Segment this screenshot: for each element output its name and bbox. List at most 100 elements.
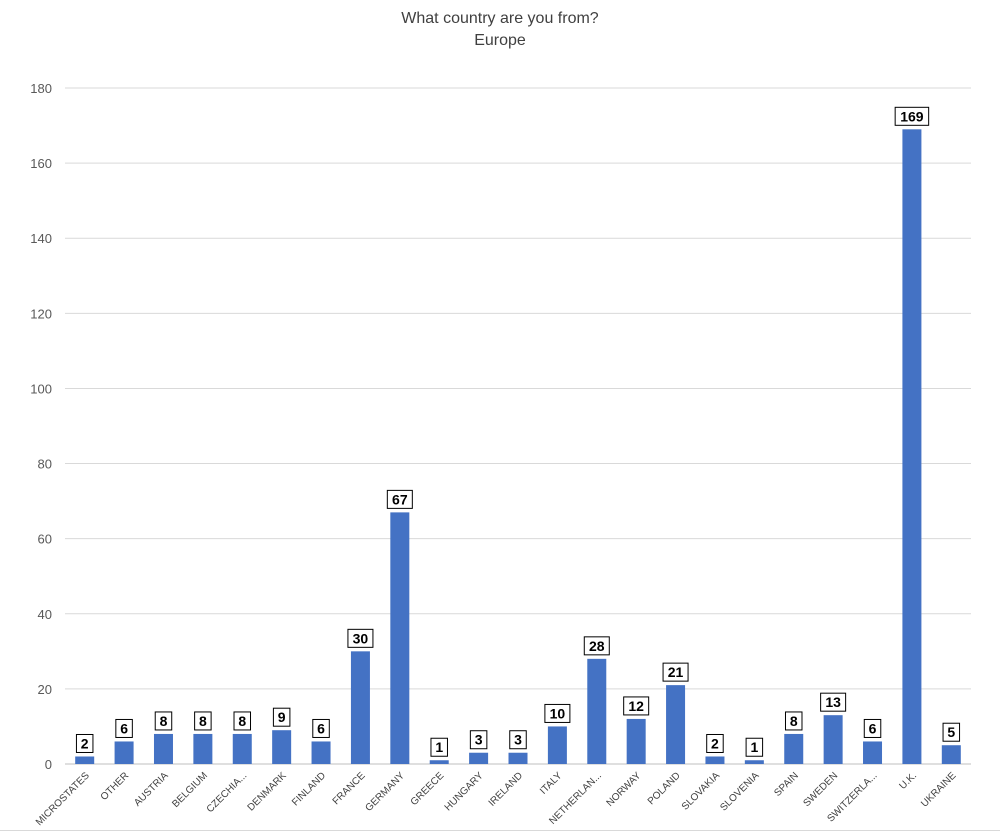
x-tick-label: POLAND	[646, 770, 683, 807]
data-label: 28	[583, 636, 610, 656]
x-tick-label: OTHER	[99, 770, 132, 803]
data-label: 1	[745, 737, 764, 757]
data-label: 1	[430, 737, 448, 757]
x-tick-label: AUSTRIA	[132, 770, 171, 809]
y-tick-label: 140	[30, 231, 52, 246]
svg-text:169: 169	[900, 108, 924, 124]
svg-text:28: 28	[589, 638, 605, 654]
svg-text:2: 2	[81, 735, 89, 751]
svg-text:6: 6	[317, 720, 325, 736]
svg-text:6: 6	[120, 720, 128, 736]
data-label: 8	[784, 711, 803, 731]
y-tick-label: 80	[38, 457, 52, 472]
chart-subtitle: Europe	[474, 32, 526, 49]
data-label: 10	[544, 703, 571, 723]
svg-text:12: 12	[628, 698, 644, 714]
data-label: 9	[272, 707, 291, 727]
x-tick-label: ITALY	[538, 770, 565, 797]
data-label: 3	[469, 730, 488, 750]
x-tick-label: GERMANY	[363, 770, 407, 814]
bar	[784, 733, 804, 764]
y-tick-label: 40	[38, 607, 52, 622]
bar	[232, 733, 252, 764]
data-label: 169	[894, 106, 930, 126]
svg-text:67: 67	[392, 491, 408, 507]
bar	[272, 730, 292, 764]
bar	[350, 651, 370, 764]
y-tick-label: 100	[30, 381, 52, 396]
x-tick-label: CZECHIA...	[205, 770, 250, 815]
svg-text:6: 6	[869, 720, 877, 736]
svg-text:8: 8	[160, 713, 168, 729]
data-label: 21	[662, 662, 689, 682]
x-tick-label: FINLAND	[290, 770, 328, 808]
bar	[941, 745, 961, 764]
x-tick-label: NORWAY	[605, 770, 644, 809]
data-label: 8	[194, 711, 212, 731]
data-label: 30	[347, 628, 374, 648]
x-tick-label: SWEDEN	[801, 770, 840, 809]
data-label: 2	[75, 733, 94, 753]
y-tick-label: 180	[30, 81, 52, 96]
svg-text:30: 30	[353, 630, 369, 646]
svg-text:10: 10	[550, 705, 566, 721]
x-tick-label: SLOVAKIA	[680, 770, 722, 812]
x-tick-label: HUNGARY	[443, 770, 486, 813]
x-tick-label: GREECE	[409, 770, 447, 808]
bar	[311, 741, 331, 764]
bar	[114, 741, 134, 764]
bar	[863, 741, 883, 764]
data-label: 3	[509, 730, 527, 750]
bar	[390, 512, 410, 764]
data-label: 2	[706, 733, 724, 753]
bar	[153, 733, 173, 764]
x-tick-label: FRANCE	[331, 770, 368, 807]
bar	[193, 733, 213, 764]
data-label: 8	[233, 711, 252, 731]
y-tick-label: 120	[30, 306, 52, 321]
bar	[587, 658, 607, 764]
svg-text:3: 3	[514, 732, 522, 748]
x-tick-label: U.K.	[898, 770, 920, 792]
x-tick-label: IRELAND	[487, 770, 525, 808]
data-label: 6	[863, 718, 882, 738]
y-tick-label: 160	[30, 156, 52, 171]
x-tick-label: SPAIN	[772, 770, 800, 798]
svg-text:8: 8	[199, 713, 207, 729]
y-tick-label: 60	[38, 532, 52, 547]
data-label: 13	[820, 692, 847, 712]
x-tick-label: DENMARK	[246, 770, 289, 813]
data-label: 67	[386, 489, 413, 509]
svg-text:1: 1	[750, 739, 758, 755]
bars	[75, 129, 961, 765]
x-tick-label: UKRAINE	[919, 770, 958, 809]
chart-title: What country are you from?	[401, 10, 599, 27]
x-tick-label: BELGIUM	[170, 770, 210, 810]
svg-text:8: 8	[238, 713, 246, 729]
data-label: 8	[154, 711, 173, 731]
bar	[75, 756, 95, 764]
svg-text:5: 5	[947, 724, 955, 740]
svg-text:8: 8	[790, 713, 798, 729]
svg-text:3: 3	[475, 732, 483, 748]
bar	[626, 718, 646, 764]
data-label: 12	[623, 696, 650, 716]
bar	[744, 760, 764, 764]
y-tick-label: 20	[38, 682, 52, 697]
bar	[508, 752, 528, 764]
svg-text:21: 21	[668, 664, 684, 680]
data-label: 5	[942, 722, 961, 742]
data-label: 6	[115, 718, 133, 738]
bar	[666, 685, 686, 764]
svg-text:9: 9	[278, 709, 286, 725]
bar	[902, 129, 922, 765]
svg-text:13: 13	[825, 694, 841, 710]
bar	[469, 752, 489, 764]
svg-text:2: 2	[711, 735, 719, 751]
x-tick-label: MICROSTATES	[34, 770, 92, 828]
bar	[705, 756, 725, 764]
bar	[429, 760, 449, 764]
y-axis-labels: 0 20 40 60 80 100 120 140 160 180	[30, 81, 52, 772]
